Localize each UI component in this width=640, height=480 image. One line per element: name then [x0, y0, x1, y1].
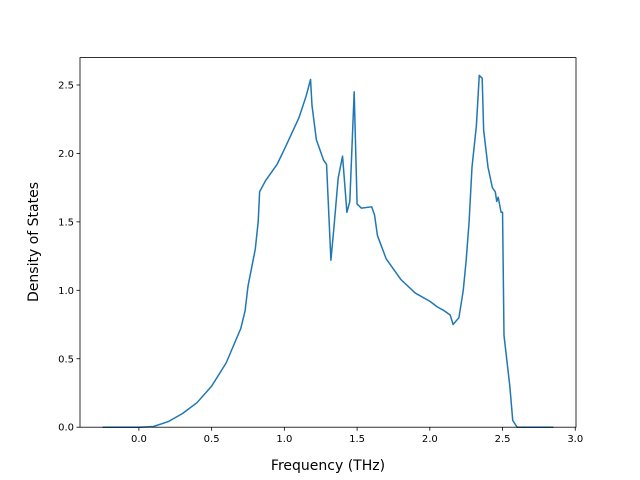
y-tick-label: 1.5	[58, 217, 74, 228]
y-tick-label: 1.0	[58, 286, 74, 297]
axes-frame	[79, 57, 577, 428]
x-tick-label: 1.0	[276, 434, 292, 445]
x-tick-label: 1.5	[349, 434, 365, 445]
x-tick-label: 3.0	[567, 434, 583, 445]
y-tick-label: 0.0	[58, 423, 74, 434]
y-tick-label: 0.5	[58, 354, 74, 365]
y-tick-label: 2.5	[58, 80, 74, 91]
x-tick-label: 2.0	[422, 434, 438, 445]
x-axis-label: Frequency (THz)	[271, 458, 385, 474]
x-tick-label: 2.5	[495, 434, 511, 445]
x-tick-label: 0.5	[204, 434, 220, 445]
line-series	[102, 74, 554, 428]
x-tick-label: 0.0	[131, 434, 147, 445]
y-tick-label: 2.0	[58, 149, 74, 160]
y-axis-label: Density of States	[26, 182, 42, 302]
